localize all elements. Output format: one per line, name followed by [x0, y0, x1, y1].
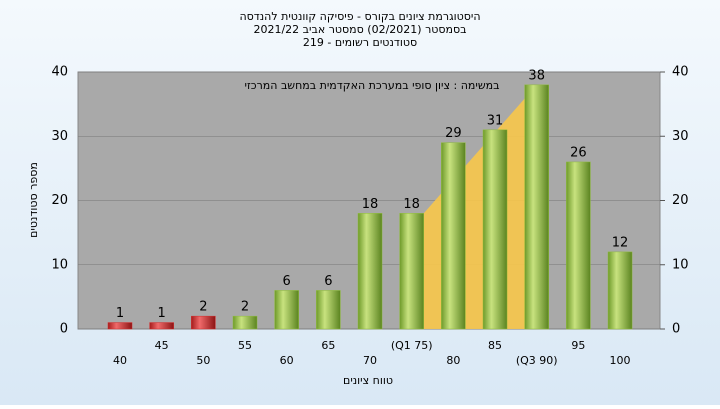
- bar: [524, 84, 549, 330]
- y2-tick-label: 30: [672, 129, 689, 144]
- y-tick-label: 0: [60, 322, 68, 337]
- value-label: 2: [241, 300, 249, 315]
- y2-tick-label: 20: [672, 193, 689, 208]
- x-tick-label: (Q3 90): [516, 354, 558, 367]
- chart-subtitle: בסמסטר (02/2021) סמסטר אביב 2021/22: [253, 23, 466, 36]
- value-label: 38: [528, 68, 545, 83]
- y-axis-label: מספר סטודנטים: [27, 162, 40, 238]
- y2-tick-label: 0: [672, 322, 680, 337]
- y-tick-label: 40: [51, 65, 68, 80]
- bar: [357, 213, 383, 330]
- bar: [566, 161, 591, 330]
- x-tick-label: 70: [363, 354, 377, 367]
- y-tick-label: 20: [51, 193, 68, 208]
- value-label: 12: [612, 235, 629, 250]
- bar: [441, 142, 466, 330]
- value-label: 6: [283, 274, 291, 289]
- value-label: 26: [570, 145, 587, 160]
- x-tick-label: 45: [155, 339, 169, 352]
- x-axis-label: טווח ציונים: [343, 374, 393, 387]
- bar: [232, 315, 258, 330]
- bar: [149, 322, 174, 330]
- bar: [191, 315, 216, 330]
- x-tick-label: 50: [196, 354, 210, 367]
- value-label: 18: [403, 197, 420, 212]
- bar: [399, 213, 424, 330]
- x-tick-label: (Q1 75): [391, 339, 433, 352]
- y2-tick-label: 10: [672, 257, 689, 272]
- bar: [274, 290, 299, 330]
- y2-tick-label: 40: [672, 65, 689, 80]
- bar: [607, 251, 633, 330]
- bar: [482, 129, 508, 330]
- chart-subtitle: סטודנטים רשומים - 219: [303, 36, 417, 49]
- annotation: במשימה : ציון סופי במערכת האקדמית במחשב …: [245, 79, 500, 92]
- value-label: 18: [362, 197, 379, 212]
- chart-title: היסטוגרמת ציונים בקורס - פיסיקה קוונטית …: [239, 10, 480, 23]
- x-tick-label: 60: [280, 354, 294, 367]
- x-tick-label: 85: [488, 339, 502, 352]
- value-label: 31: [487, 113, 504, 128]
- x-tick-label: 65: [321, 339, 335, 352]
- value-label: 2: [199, 300, 207, 315]
- x-tick-label: 55: [238, 339, 252, 352]
- x-tick-label: 95: [571, 339, 585, 352]
- value-label: 29: [445, 126, 462, 141]
- bar: [316, 290, 341, 330]
- x-tick-label: 100: [610, 354, 631, 367]
- value-label: 1: [158, 306, 166, 321]
- x-tick-label: 80: [446, 354, 460, 367]
- value-label: 1: [116, 306, 124, 321]
- bar: [107, 322, 133, 330]
- y-tick-label: 30: [51, 129, 68, 144]
- x-tick-label: 40: [113, 354, 127, 367]
- value-label: 6: [324, 274, 332, 289]
- y-tick-label: 10: [51, 257, 68, 272]
